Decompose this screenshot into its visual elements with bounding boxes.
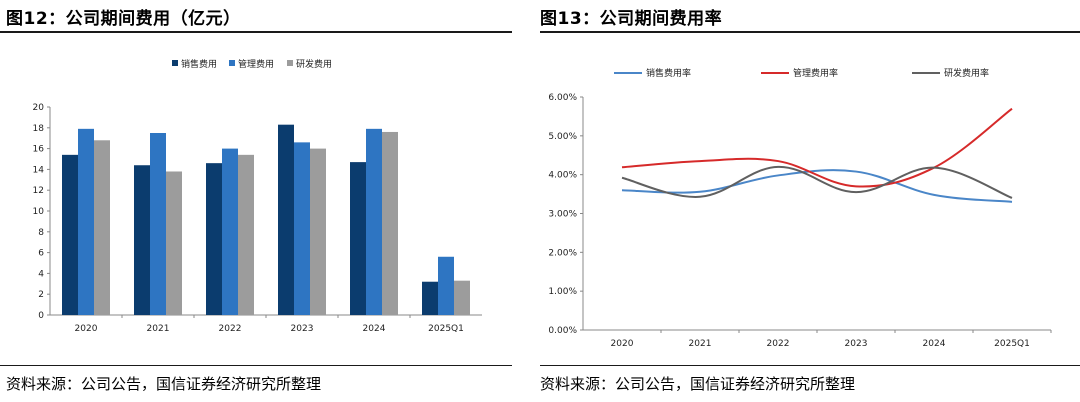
bar: [62, 154, 78, 315]
legend-swatch: [172, 60, 178, 66]
y-tick-label: 10: [33, 207, 45, 217]
y-tick-label: 3.00%: [548, 210, 577, 220]
bar: [454, 280, 470, 315]
expense-bar-figure: 图12：公司期间费用（亿元） 销售费用 管理费用 研发费用 0 2 4 6 8 10 12 14 16…: [0, 0, 520, 402]
x-tick-label: 2023: [291, 324, 314, 334]
y-tick-label: 0.00%: [548, 326, 577, 336]
y-tick-label: 2: [38, 290, 44, 300]
bar: [438, 256, 454, 315]
legend-label: 管理费用率: [793, 67, 838, 79]
y-tick-label: 20: [33, 103, 45, 113]
line-chart: 销售费用率 管理费用率 研发费用率 0.00% 1.00% 2.00% 3.00% 4.00%…: [548, 67, 1052, 349]
x-tick-label: 2022: [219, 324, 242, 334]
source-note: 资料来源：公司公告，国信证券经济研究所整理: [540, 375, 856, 393]
x-tick-label: 2021: [147, 324, 170, 334]
bar: [78, 128, 94, 315]
y-tick-label: 4.00%: [548, 171, 577, 181]
y-tick-label: 14: [33, 165, 45, 175]
bar: [278, 124, 294, 316]
bar: [366, 128, 382, 315]
bar: [310, 148, 326, 315]
series-line: [621, 107, 1013, 188]
y-tick-label: 6: [38, 249, 44, 259]
x-tick-label: 2024: [923, 339, 946, 349]
series-line: [621, 169, 1013, 203]
legend-label: 销售费用率: [646, 67, 691, 79]
x-tick-label: 2025Q1: [994, 339, 1030, 349]
bar: [222, 148, 238, 315]
expense-ratio-figure: 图13：公司期间费用率 销售费用率 管理费用率 研发费用率 0.00% 1.00% 2.0…: [540, 0, 1080, 402]
source-note: 资料来源：公司公告，国信证券经济研究所整理: [6, 375, 322, 393]
y-tick-label: 16: [33, 145, 45, 155]
title-divider: [0, 31, 512, 33]
bar: [382, 131, 398, 315]
bar: [206, 163, 222, 315]
y-tick-label: 8: [38, 228, 44, 238]
series-line: [621, 165, 1013, 199]
y-tick-label: 4: [38, 269, 44, 279]
bar: [350, 162, 366, 315]
legend-label: 管理费用: [238, 58, 274, 70]
legend-swatch: [229, 60, 235, 66]
title-divider: [540, 31, 1080, 33]
y-tick-label: 12: [33, 186, 44, 196]
y-tick-label: 0: [38, 311, 44, 321]
legend-label: 研发费用: [296, 58, 332, 70]
y-tick-label: 1.00%: [548, 287, 577, 297]
bar: [294, 142, 310, 315]
bar: [150, 133, 166, 315]
y-tick-label: 18: [33, 124, 45, 134]
source-divider: [540, 365, 1080, 366]
y-tick-label: 5.00%: [548, 132, 577, 142]
figure-title: 图13：公司期间费用率: [540, 9, 723, 29]
source-divider: [0, 365, 512, 366]
figure-title: 图12：公司期间费用（亿元）: [6, 9, 241, 29]
x-tick-label: 2020: [75, 324, 98, 334]
x-tick-label: 2025Q1: [428, 324, 464, 334]
x-tick-label: 2024: [363, 324, 386, 334]
legend-label: 销售费用: [181, 58, 217, 70]
bar: [134, 165, 150, 315]
x-tick-label: 2022: [767, 339, 790, 349]
y-tick-label: 6.00%: [548, 93, 577, 103]
x-tick-label: 2021: [689, 339, 712, 349]
bar: [166, 171, 182, 315]
legend-label: 研发费用率: [944, 67, 989, 79]
bar: [238, 154, 254, 315]
bar: [422, 281, 438, 315]
x-tick-label: 2020: [611, 339, 634, 349]
legend-swatch: [287, 60, 293, 66]
bar: [94, 140, 110, 315]
x-tick-label: 2023: [845, 339, 868, 349]
y-tick-label: 2.00%: [548, 248, 577, 258]
